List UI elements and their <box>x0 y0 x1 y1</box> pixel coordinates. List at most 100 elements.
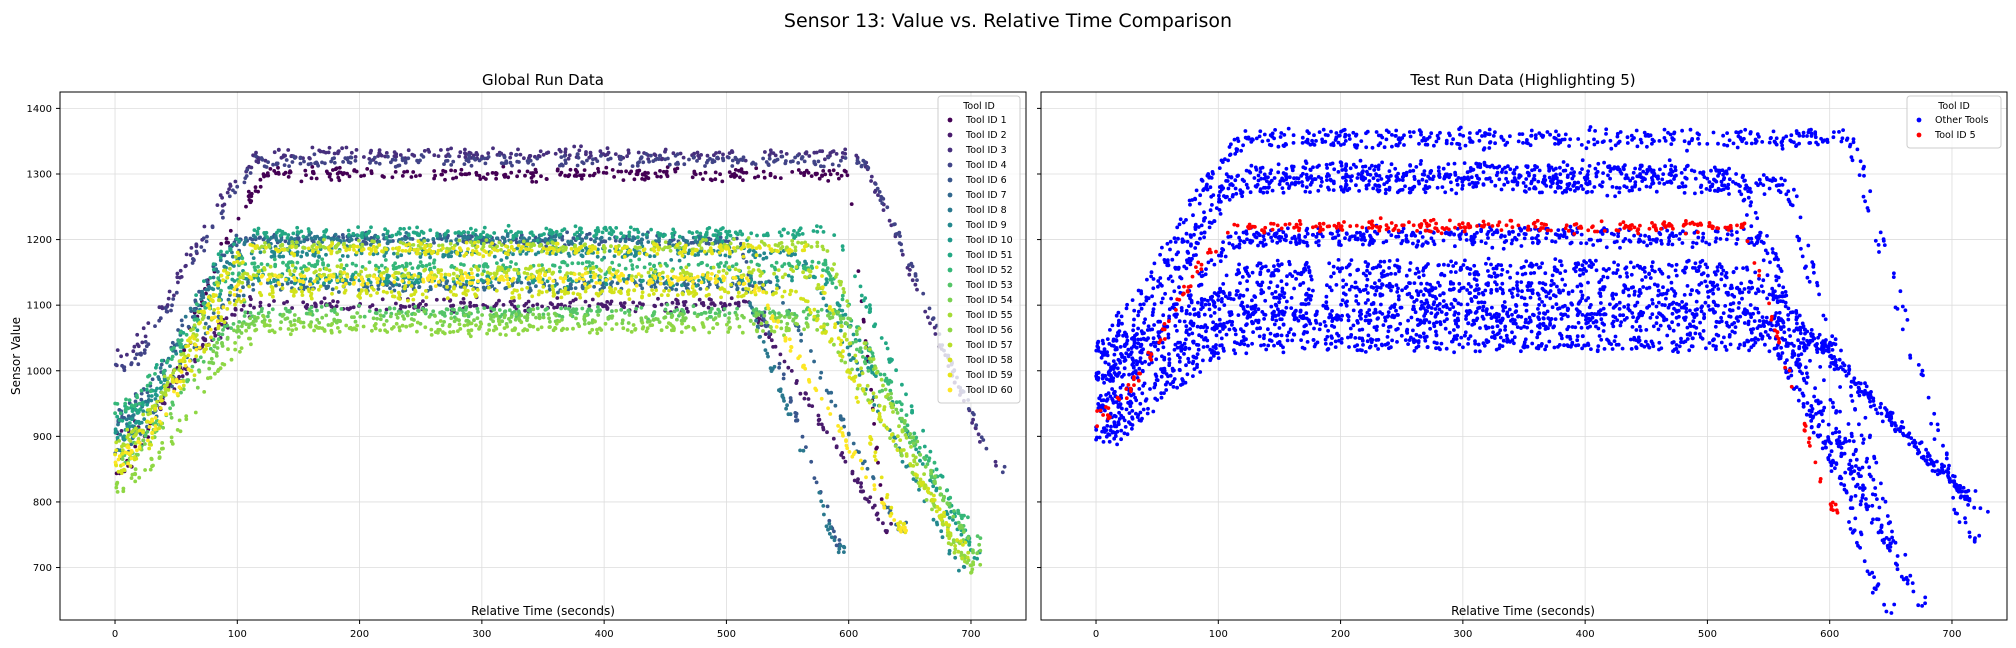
data-point <box>362 314 367 319</box>
data-point <box>272 299 276 303</box>
data-point <box>357 303 361 308</box>
data-point <box>920 462 925 466</box>
data-point <box>817 417 822 422</box>
data-point <box>563 147 568 152</box>
data-point <box>816 422 821 426</box>
data-point <box>220 344 225 348</box>
data-point <box>304 235 309 240</box>
data-point <box>971 417 975 422</box>
data-point <box>302 246 307 250</box>
data-point <box>705 153 710 158</box>
data-point <box>139 352 143 357</box>
data-point <box>338 258 343 262</box>
data-point <box>137 475 142 480</box>
data-point <box>754 318 758 323</box>
data-point <box>768 148 773 153</box>
data-point <box>814 480 819 485</box>
data-point <box>428 228 433 233</box>
data-point <box>947 515 952 520</box>
data-point <box>403 237 408 242</box>
data-point <box>812 159 817 164</box>
data-point <box>834 543 839 548</box>
data-point <box>915 287 919 292</box>
data-point <box>209 286 214 291</box>
data-point <box>663 157 668 162</box>
data-point <box>237 239 242 243</box>
data-point <box>492 254 497 259</box>
data-point <box>518 152 523 157</box>
data-point <box>739 241 743 246</box>
data-point <box>827 521 832 526</box>
data-point <box>337 329 342 334</box>
data-point <box>588 150 593 155</box>
data-point <box>422 149 427 153</box>
data-point <box>324 252 328 257</box>
data-point <box>483 262 488 266</box>
data-point <box>316 326 321 330</box>
data-point <box>172 293 176 298</box>
data-point <box>369 225 373 230</box>
data-point <box>135 342 140 347</box>
data-point <box>724 271 729 276</box>
data-point <box>251 282 255 287</box>
data-point <box>299 266 303 271</box>
data-point <box>856 269 861 273</box>
data-point <box>543 237 548 241</box>
data-point <box>204 239 209 244</box>
data-point <box>346 307 351 312</box>
data-point <box>540 304 544 309</box>
data-point <box>779 150 784 154</box>
data-point <box>334 304 339 309</box>
data-point <box>491 146 495 151</box>
data-point <box>545 306 549 311</box>
data-point <box>567 254 572 258</box>
data-point <box>863 341 868 345</box>
data-point <box>488 271 493 276</box>
data-point <box>743 158 748 163</box>
data-point <box>880 201 885 206</box>
data-point <box>132 404 137 409</box>
data-point <box>377 239 381 244</box>
data-point <box>343 156 348 161</box>
data-point <box>426 238 430 243</box>
data-point <box>909 404 914 409</box>
data-point <box>677 234 682 239</box>
data-point <box>351 231 356 236</box>
data-point <box>118 411 123 416</box>
data-point <box>339 170 343 175</box>
data-point <box>947 551 952 556</box>
data-point <box>531 162 535 167</box>
data-point <box>445 147 450 152</box>
data-point <box>415 225 419 230</box>
data-point <box>233 347 238 352</box>
data-point <box>821 268 825 272</box>
data-point <box>171 297 176 301</box>
data-point <box>575 311 579 316</box>
data-point <box>915 439 920 444</box>
data-point <box>855 155 860 160</box>
data-point <box>895 411 900 415</box>
data-point <box>777 365 781 370</box>
data-point <box>923 464 928 469</box>
data-point <box>222 264 227 269</box>
data-point <box>345 254 350 259</box>
data-point <box>488 313 493 317</box>
data-point <box>629 169 634 174</box>
data-point <box>876 193 880 198</box>
data-point <box>614 322 619 326</box>
data-point <box>798 448 802 453</box>
data-point <box>729 296 734 301</box>
data-point <box>373 311 378 315</box>
data-point <box>819 422 824 427</box>
data-point <box>524 252 529 256</box>
data-point <box>566 156 571 161</box>
data-point <box>119 354 123 359</box>
data-point <box>921 291 926 296</box>
data-point <box>661 234 666 239</box>
data-point <box>254 154 258 159</box>
data-point <box>289 323 294 328</box>
data-point <box>384 151 389 155</box>
data-point <box>767 156 772 161</box>
data-point <box>415 233 420 237</box>
data-point <box>571 236 576 241</box>
